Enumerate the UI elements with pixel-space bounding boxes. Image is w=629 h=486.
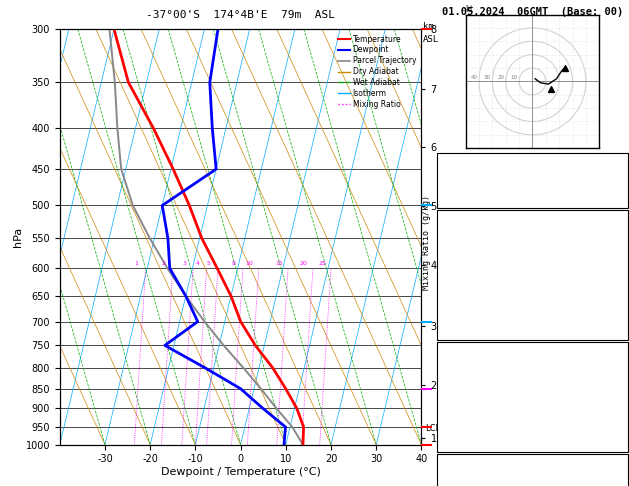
Y-axis label: hPa: hPa	[13, 227, 23, 247]
Text: 42: 42	[611, 176, 623, 186]
Text: Surface: Surface	[512, 215, 553, 225]
Text: EH: EH	[442, 477, 454, 486]
Text: CIN (J): CIN (J)	[442, 438, 483, 448]
Text: © weatheronline.co.uk: © weatheronline.co.uk	[480, 473, 585, 482]
Text: 20: 20	[498, 75, 504, 80]
Text: 5: 5	[207, 261, 211, 266]
Text: Totals Totals: Totals Totals	[442, 176, 518, 186]
Text: 3: 3	[182, 261, 186, 266]
Text: ASL: ASL	[423, 35, 439, 45]
Text: 1.57: 1.57	[599, 194, 623, 204]
Text: 25: 25	[318, 261, 326, 266]
Text: θε(K): θε(K)	[442, 270, 472, 280]
X-axis label: Dewpoint / Temperature (°C): Dewpoint / Temperature (°C)	[160, 467, 321, 477]
Text: PW (cm): PW (cm)	[442, 194, 483, 204]
Text: 15: 15	[275, 261, 283, 266]
Text: Lifted Index: Lifted Index	[442, 289, 513, 298]
Text: 1002: 1002	[599, 364, 623, 374]
Text: 11: 11	[611, 438, 623, 448]
Text: -37°00'S  174°4B'E  79m  ASL: -37°00'S 174°4B'E 79m ASL	[146, 10, 335, 20]
Text: 11: 11	[611, 326, 623, 335]
Text: Lifted Index: Lifted Index	[442, 401, 513, 411]
Text: Hodograph: Hodograph	[506, 459, 559, 469]
Text: Most Unstable: Most Unstable	[494, 346, 571, 356]
Text: 307: 307	[605, 383, 623, 393]
Text: 5: 5	[617, 420, 623, 430]
Text: 20: 20	[300, 261, 308, 266]
Text: Temp (°C): Temp (°C)	[442, 233, 495, 243]
Text: 5: 5	[617, 307, 623, 317]
Text: 40: 40	[470, 75, 477, 80]
Text: Dewp (°C): Dewp (°C)	[442, 252, 495, 261]
Text: K: K	[442, 157, 448, 167]
Text: 9.6: 9.6	[605, 252, 623, 261]
Text: Pressure (mb): Pressure (mb)	[442, 364, 518, 374]
Text: CAPE (J): CAPE (J)	[442, 420, 489, 430]
Text: 10: 10	[246, 261, 253, 266]
Text: 1: 1	[135, 261, 138, 266]
Legend: Temperature, Dewpoint, Parcel Trajectory, Dry Adiabat, Wet Adiabat, Isotherm, Mi: Temperature, Dewpoint, Parcel Trajectory…	[337, 33, 418, 110]
Text: 13.8: 13.8	[599, 233, 623, 243]
Text: 01.05.2024  06GMT  (Base: 00): 01.05.2024 06GMT (Base: 00)	[442, 7, 623, 17]
Text: CAPE (J): CAPE (J)	[442, 307, 489, 317]
Text: kt: kt	[465, 5, 474, 14]
Text: Mixing Ratio (g/kg): Mixing Ratio (g/kg)	[422, 195, 431, 291]
Text: 4: 4	[196, 261, 199, 266]
Text: CIN (J): CIN (J)	[442, 326, 483, 335]
Text: 8: 8	[232, 261, 236, 266]
Text: 15: 15	[611, 157, 623, 167]
Text: 6: 6	[617, 401, 623, 411]
Text: θε (K): θε (K)	[442, 383, 477, 393]
Text: 10: 10	[511, 75, 518, 80]
Text: km: km	[423, 22, 433, 31]
Text: LCL: LCL	[426, 424, 441, 434]
Text: 30: 30	[484, 75, 491, 80]
Text: 2: 2	[162, 261, 165, 266]
Text: 188: 188	[605, 477, 623, 486]
Text: 307: 307	[605, 270, 623, 280]
Text: 6: 6	[617, 289, 623, 298]
